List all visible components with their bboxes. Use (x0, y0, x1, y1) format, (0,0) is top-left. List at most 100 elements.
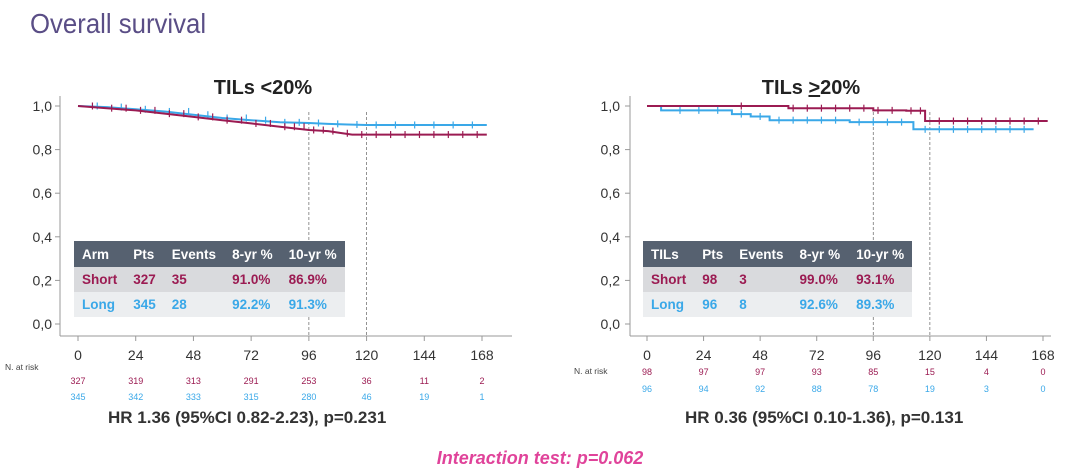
km-panel-tils-high: TILs >20% 0,0 0,2 0,4 0,6 0,8 1,0 0 24 48 72 96 120 1… (540, 0, 1080, 440)
risk-value-short: 98 (642, 367, 652, 377)
hazard-ratio-text: HR 1.36 (95%CI 0.82-2.23), p=0.231 (108, 408, 387, 427)
survival-curve-short (647, 105, 1048, 122)
risk-value-short: 36 (362, 376, 372, 386)
risk-value-long: 46 (362, 392, 372, 402)
table-header: 10-yr % (280, 241, 345, 267)
table-cell: 96 (694, 292, 732, 317)
km-chart-tils-low: TILs <20% 0,0 0,2 0,4 0,6 0,8 1,0 0 24 48 72 96 120 1… (5, 77, 512, 402)
x-tick-label: 120 (355, 347, 379, 363)
x-tick-label: 48 (752, 347, 768, 363)
table-header: Events (731, 241, 792, 267)
y-tick-label: 0,4 (33, 229, 53, 245)
page-title: Overall survival (30, 8, 207, 39)
y-tick-label: 1,0 (33, 98, 53, 114)
hazard-ratio-text: HR 0.36 (95%CI 0.10-1.36), p=0.131 (685, 408, 964, 427)
x-tick-label: 72 (243, 347, 259, 363)
x-tick-label: 0 (74, 347, 82, 363)
table-header: TILs (643, 241, 695, 267)
risk-value-short: 0 (1040, 367, 1045, 377)
x-tick-label: 96 (865, 347, 881, 363)
table-cell: Short (643, 267, 695, 292)
risk-value-long: 19 (419, 392, 429, 402)
table-cell: 92.6% (791, 292, 849, 317)
risk-value-short: 313 (186, 376, 201, 386)
risk-value-long: 92 (755, 384, 765, 394)
risk-value-long: 19 (925, 384, 935, 394)
y-tick-label: 0,4 (601, 229, 621, 245)
table-cell: 91.0% (224, 267, 281, 292)
x-tick-label: 24 (128, 347, 144, 363)
table-cell: 86.9% (280, 267, 345, 292)
table-cell: 8 (731, 292, 792, 317)
km-panel-tils-low: TILs <20% 0,0 0,2 0,4 0,6 0,8 1,0 0 24 48 72 96 120 1… (0, 0, 540, 440)
table-cell: Long (74, 292, 126, 317)
table-cell: Long (643, 292, 695, 317)
x-tick-label: 24 (696, 347, 712, 363)
table-cell: Short (74, 267, 126, 292)
y-tick-label: 0,2 (601, 272, 621, 288)
risk-value-short: 97 (755, 367, 765, 377)
table-cell: 28 (163, 292, 225, 317)
y-tick-label: 0,6 (601, 185, 621, 201)
x-tick-label: 144 (975, 347, 999, 363)
x-tick-label: 144 (413, 347, 437, 363)
risk-value-long: 280 (301, 392, 316, 402)
risk-value-short: 2 (479, 376, 484, 386)
risk-value-long: 345 (70, 392, 85, 402)
x-tick-label: 120 (918, 347, 942, 363)
risk-value-short: 253 (301, 376, 316, 386)
table-header: 8-yr % (791, 241, 849, 267)
summary-table-tils-high: TILs Pts Events 8-yr % 10-yr % Short 98 … (643, 241, 913, 317)
table-header: 10-yr % (848, 241, 913, 267)
risk-value-short: 11 (420, 376, 429, 386)
survival-curve-long (647, 105, 1034, 131)
y-tick-label: 0,0 (33, 316, 53, 332)
risk-value-short: 97 (699, 367, 709, 377)
table-row-long: Long 345 28 92.2% 91.3% (74, 292, 345, 317)
y-tick-label: 0,8 (33, 142, 53, 158)
risk-value-long: 342 (128, 392, 143, 402)
risk-value-short: 93 (812, 367, 822, 377)
table-header: Events (163, 241, 225, 267)
table-cell: 98 (694, 267, 732, 292)
table-cell: 93.1% (848, 267, 913, 292)
table-cell: 99.0% (791, 267, 849, 292)
table-cell: 3 (731, 267, 792, 292)
table-cell: 92.2% (224, 292, 281, 317)
table-header: Arm (74, 241, 126, 267)
chart-title: TILs <20% (214, 77, 313, 99)
risk-value-long: 94 (699, 384, 709, 394)
x-tick-label: 0 (643, 347, 651, 363)
risk-table-label: N. at risk (574, 366, 608, 376)
risk-value-short: 15 (925, 367, 935, 377)
y-tick-label: 0,2 (33, 272, 53, 288)
risk-value-long: 1 (479, 392, 484, 402)
risk-value-long: 0 (1040, 384, 1045, 394)
table-row-long: Long 96 8 92.6% 89.3% (643, 292, 913, 317)
y-tick-label: 0,6 (33, 185, 53, 201)
summary-table-tils-low: Arm Pts Events 8-yr % 10-yr % Short 327 … (74, 241, 345, 317)
risk-value-short: 327 (70, 376, 85, 386)
y-tick-label: 0,0 (601, 316, 621, 332)
risk-value-long: 315 (244, 392, 259, 402)
table-cell: 89.3% (848, 292, 913, 317)
table-header: 8-yr % (224, 241, 281, 267)
risk-value-long: 333 (186, 392, 201, 402)
chart-title: TILs >20% (762, 77, 861, 99)
table-header: Pts (694, 241, 732, 267)
risk-table-label: N. at risk (5, 362, 39, 372)
y-tick-label: 1,0 (601, 98, 621, 114)
risk-value-short: 319 (128, 376, 143, 386)
table-cell: 35 (163, 267, 225, 292)
table-cell: 327 (125, 267, 164, 292)
x-tick-label: 168 (470, 347, 494, 363)
risk-value-long: 88 (812, 384, 822, 394)
x-tick-label: 72 (809, 347, 825, 363)
table-header: Pts (125, 241, 164, 267)
risk-value-short: 4 (984, 367, 989, 377)
x-tick-label: 168 (1031, 347, 1055, 363)
interaction-test-text: Interaction test: p=0.062 (436, 448, 644, 468)
risk-value-long: 96 (642, 384, 652, 394)
risk-value-short: 85 (868, 367, 878, 377)
risk-value-short: 291 (244, 376, 259, 386)
